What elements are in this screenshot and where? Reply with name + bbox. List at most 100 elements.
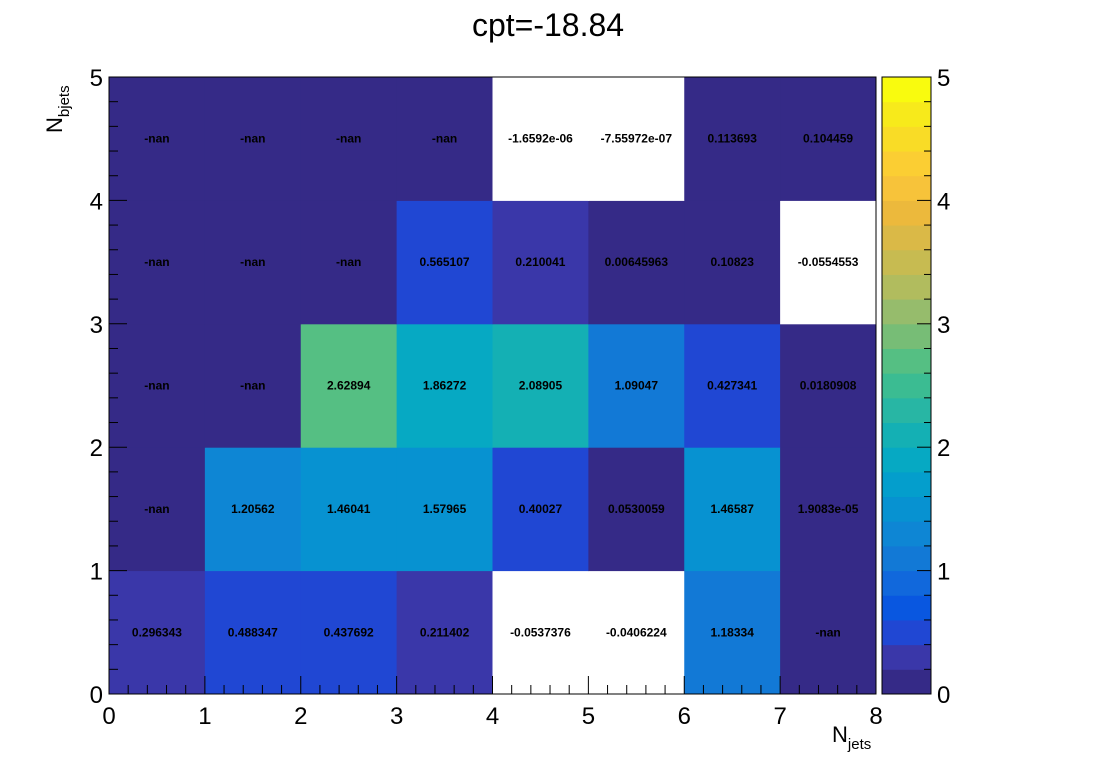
y-tick-label: 5 — [90, 65, 103, 92]
cell-value-label: -nan — [144, 502, 169, 516]
heatmap-cell — [396, 200, 493, 325]
y-axis: 0 1 2 3 4 5 — [90, 65, 127, 709]
heatmap-cell — [300, 570, 398, 695]
colorbar-band — [882, 521, 931, 547]
colorbar-band — [882, 323, 931, 349]
cell-value-label: 0.427341 — [707, 379, 757, 393]
cell-value-label: 0.00645963 — [605, 255, 669, 269]
cell-value-label: 0.565107 — [420, 255, 470, 269]
colorbar-tick-label: 0 — [937, 682, 950, 709]
cell-value-label: 0.0180908 — [800, 379, 857, 393]
cell-value-label: -0.0554553 — [798, 255, 859, 269]
heatmap-cell — [204, 323, 302, 448]
axis-titles: Njets Nbjets — [42, 85, 871, 753]
colorbar-band — [882, 595, 931, 621]
heatmap-cell — [300, 447, 398, 572]
colorbar-band — [882, 101, 931, 127]
heatmap-cell — [300, 323, 398, 448]
x-tick-label: 2 — [294, 703, 307, 730]
x-tick-label: 5 — [582, 703, 595, 730]
y-axis-title-sub: bjets — [56, 85, 73, 117]
colorbar-band — [882, 299, 931, 325]
cell-value-label: 0.296343 — [132, 625, 182, 639]
colorbar-band — [882, 570, 931, 596]
heatmap-cell — [109, 323, 206, 448]
heatmap-cell — [780, 77, 877, 201]
x-axis-title: Njets — [832, 722, 871, 753]
heatmap-cell — [492, 570, 589, 695]
y-tick-label: 2 — [90, 435, 103, 462]
heatmap-cell — [588, 447, 685, 572]
colorbar-band — [882, 447, 931, 473]
colorbar-band — [882, 249, 931, 275]
x-axis: 0 1 2 3 4 5 6 7 8 — [102, 676, 883, 730]
cells-layer — [109, 77, 877, 695]
heatmap-cell — [684, 200, 781, 325]
cell-value-label: 0.488347 — [228, 625, 278, 639]
cell-value-label: 1.46587 — [710, 502, 754, 516]
cell-value-label: -nan — [240, 132, 265, 146]
x-axis-title-sub: jets — [847, 736, 871, 753]
x-axis-title-main: N — [832, 722, 848, 747]
colorbar-band — [882, 151, 931, 177]
colorbar-band — [882, 545, 931, 572]
cell-value-label: 0.113693 — [707, 132, 757, 146]
heatmap-cell — [684, 570, 781, 695]
heatmap-cell — [204, 447, 302, 572]
chart-title: cpt=-18.84 — [472, 7, 624, 43]
colorbar-band — [882, 225, 931, 251]
colorbar-tick-label: 3 — [937, 312, 950, 339]
cell-value-label: -nan — [336, 255, 361, 269]
heatmap-cell — [396, 77, 493, 201]
heatmap-cell — [396, 570, 493, 695]
x-tick-label: 6 — [678, 703, 691, 730]
heatmap-cell — [684, 77, 781, 201]
colorbar-tick-label: 2 — [937, 435, 950, 462]
heatmap-cell — [588, 570, 685, 695]
heatmap-cell — [396, 323, 493, 448]
colorbar-band — [882, 471, 931, 498]
heatmap-cell — [204, 77, 302, 201]
x-tick-label: 3 — [390, 703, 403, 730]
x-tick-label: 4 — [486, 703, 499, 730]
heatmap-cell — [588, 200, 685, 325]
y-tick-label: 4 — [90, 188, 103, 215]
heatmap-cell — [588, 323, 685, 448]
colorbar-band — [882, 175, 931, 201]
y-axis-title-main: N — [42, 117, 67, 133]
x-tick-label: 0 — [102, 703, 115, 730]
heatmap-cell — [492, 447, 589, 572]
colorbar-band — [882, 397, 931, 424]
cell-value-label: 0.10823 — [710, 255, 754, 269]
cell-value-label: -nan — [240, 379, 265, 393]
cell-value-label: 1.46041 — [327, 502, 371, 516]
heatmap-cell — [109, 447, 206, 572]
cell-value-label: -nan — [144, 132, 169, 146]
cell-value-label: 0.0530059 — [608, 502, 665, 516]
cell-labels-layer: 0.296343 0.488347 0.437692 0.211402 -0.05373… — [132, 132, 859, 640]
x-tick-label: 1 — [198, 703, 211, 730]
colorbar-band — [882, 669, 931, 695]
colorbar-band — [882, 373, 931, 399]
heatmap-cell — [684, 323, 781, 448]
colorbar-tick-label: 1 — [937, 559, 950, 586]
y-tick-label: 1 — [90, 559, 103, 586]
y-tick-label: 0 — [90, 682, 103, 709]
heatmap-cell — [780, 570, 877, 695]
cell-value-label: 1.86272 — [423, 379, 467, 393]
colorbar-band — [882, 126, 931, 152]
heatmap-cell — [109, 570, 206, 695]
cell-value-label: 0.40027 — [519, 502, 563, 516]
cell-value-label: 1.09047 — [615, 379, 659, 393]
cell-value-label: 0.437692 — [324, 625, 374, 639]
heatmap-cell — [204, 570, 302, 695]
heatmap-cell — [109, 77, 206, 201]
cell-value-label: -nan — [144, 379, 169, 393]
cell-value-label: -nan — [336, 132, 361, 146]
heatmap-cell — [492, 323, 589, 448]
cell-value-label: 2.62894 — [327, 379, 371, 393]
heatmap-cell — [396, 447, 493, 572]
colorbar-band — [882, 200, 931, 226]
cell-value-label: 1.57965 — [423, 502, 467, 516]
